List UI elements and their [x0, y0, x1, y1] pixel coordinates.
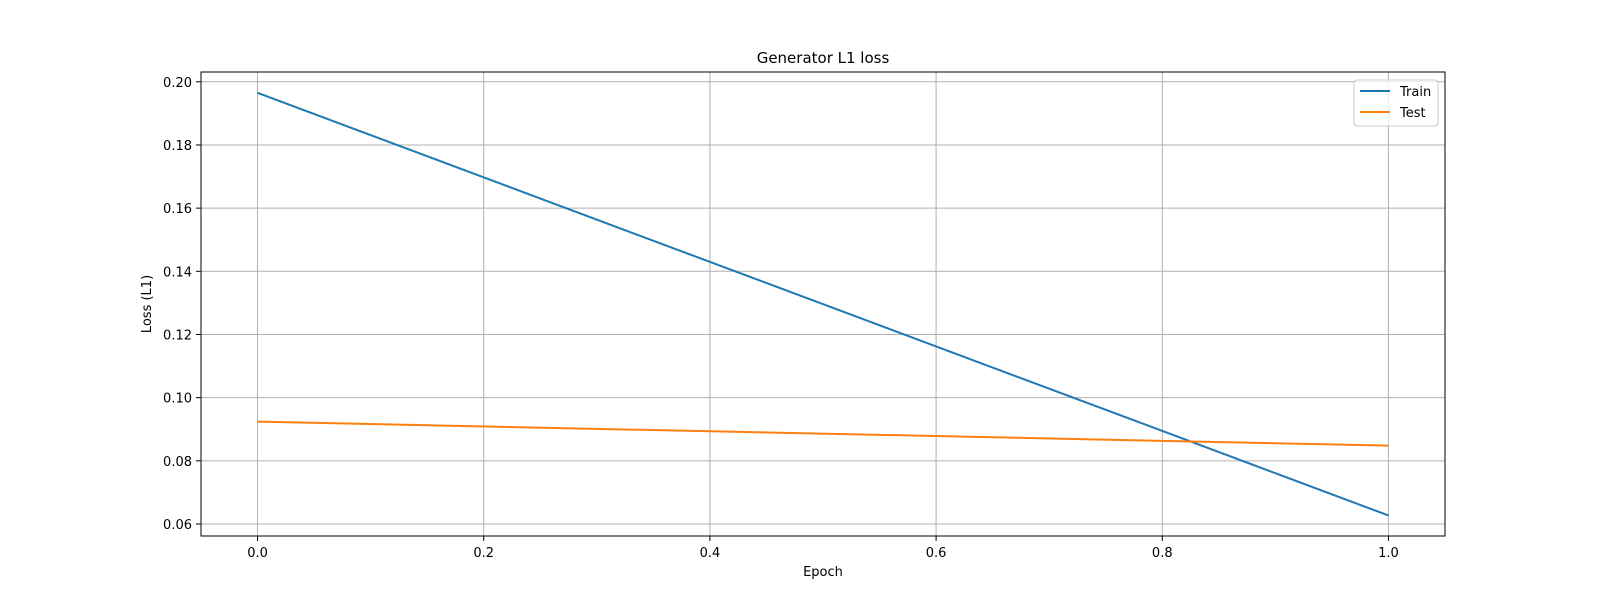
series-line-train: [257, 91, 1389, 517]
x-tick-label: 0.4: [700, 546, 721, 561]
y-axis-label: Loss (L1): [140, 275, 155, 333]
x-tick-label: 0.0: [247, 546, 268, 561]
plot-area-frame: [200, 71, 1446, 537]
y-tick-label: 0.14: [163, 265, 192, 280]
x-tick-label: 1.0: [1378, 546, 1399, 561]
grid: [201, 72, 1445, 536]
legend-label-train: Train: [1399, 85, 1431, 100]
y-tick-label: 0.16: [163, 202, 192, 217]
x-tick-label: 0.8: [1152, 546, 1173, 561]
x-axis-ticks: 0.0 0.2 0.4 0.6 0.8 1.0: [247, 536, 1399, 561]
legend: Train Test: [1353, 79, 1439, 127]
chart-title: Generator L1 loss: [757, 49, 890, 67]
series-line-test: [257, 420, 1389, 447]
y-tick-label: 0.12: [163, 328, 192, 343]
x-tick-label: 0.6: [926, 546, 947, 561]
series-lines: [257, 91, 1389, 517]
y-tick-label: 0.10: [163, 392, 192, 407]
y-tick-label: 0.06: [163, 518, 192, 533]
legend-label-test: Test: [1399, 106, 1426, 121]
y-tick-label: 0.08: [163, 455, 192, 470]
y-tick-label: 0.18: [163, 139, 192, 154]
x-tick-label: 0.2: [473, 546, 494, 561]
x-axis-label: Epoch: [803, 565, 843, 580]
y-tick-label: 0.20: [163, 76, 192, 91]
y-axis-ticks: 0.06 0.08 0.10 0.12 0.14 0.16 0.18 0.20: [163, 76, 201, 533]
